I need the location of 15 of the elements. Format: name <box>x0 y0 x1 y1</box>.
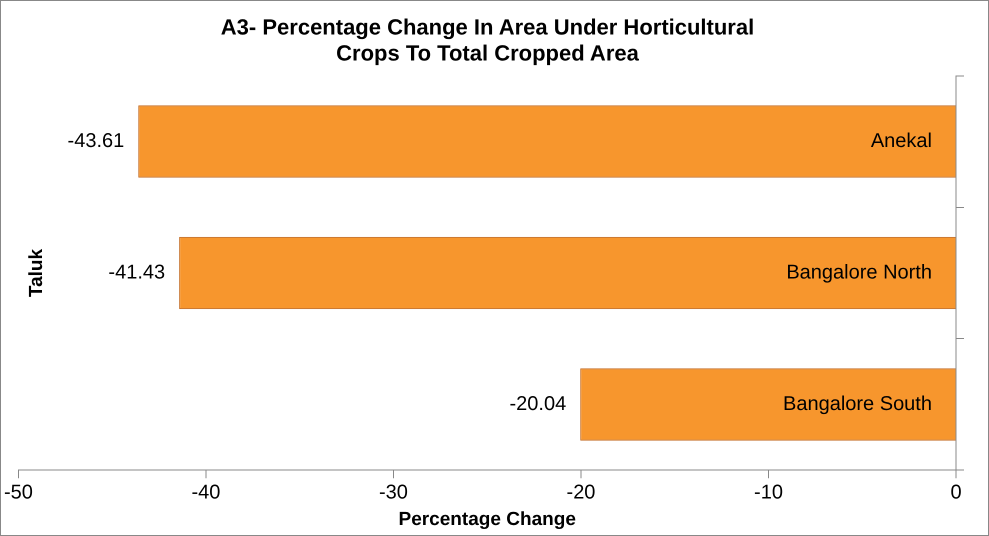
y-tick-label: Anekal <box>870 130 932 152</box>
x-tick-label: -10 <box>754 482 783 504</box>
x-tick-label: -40 <box>192 482 220 504</box>
y-tick-label: Bangalore South <box>782 392 932 415</box>
y-tick-label: Bangalore North <box>786 262 932 284</box>
x-axis-title: Percentage Change <box>398 508 576 530</box>
x-tick-label: 0 <box>950 482 962 504</box>
data-label: -41.43 <box>108 262 166 284</box>
data-label: -20.04 <box>510 392 566 415</box>
y-axis-title: Taluk <box>26 248 48 298</box>
chart-title: A3- Percentage Change In Area Under Horticultural Crops To Total Cropped Area <box>220 14 754 66</box>
data-label: -43.61 <box>68 130 124 152</box>
x-tick-label: -20 <box>566 482 596 504</box>
x-tick-label: -30 <box>379 482 408 504</box>
x-tick-label: -50 <box>4 482 33 504</box>
